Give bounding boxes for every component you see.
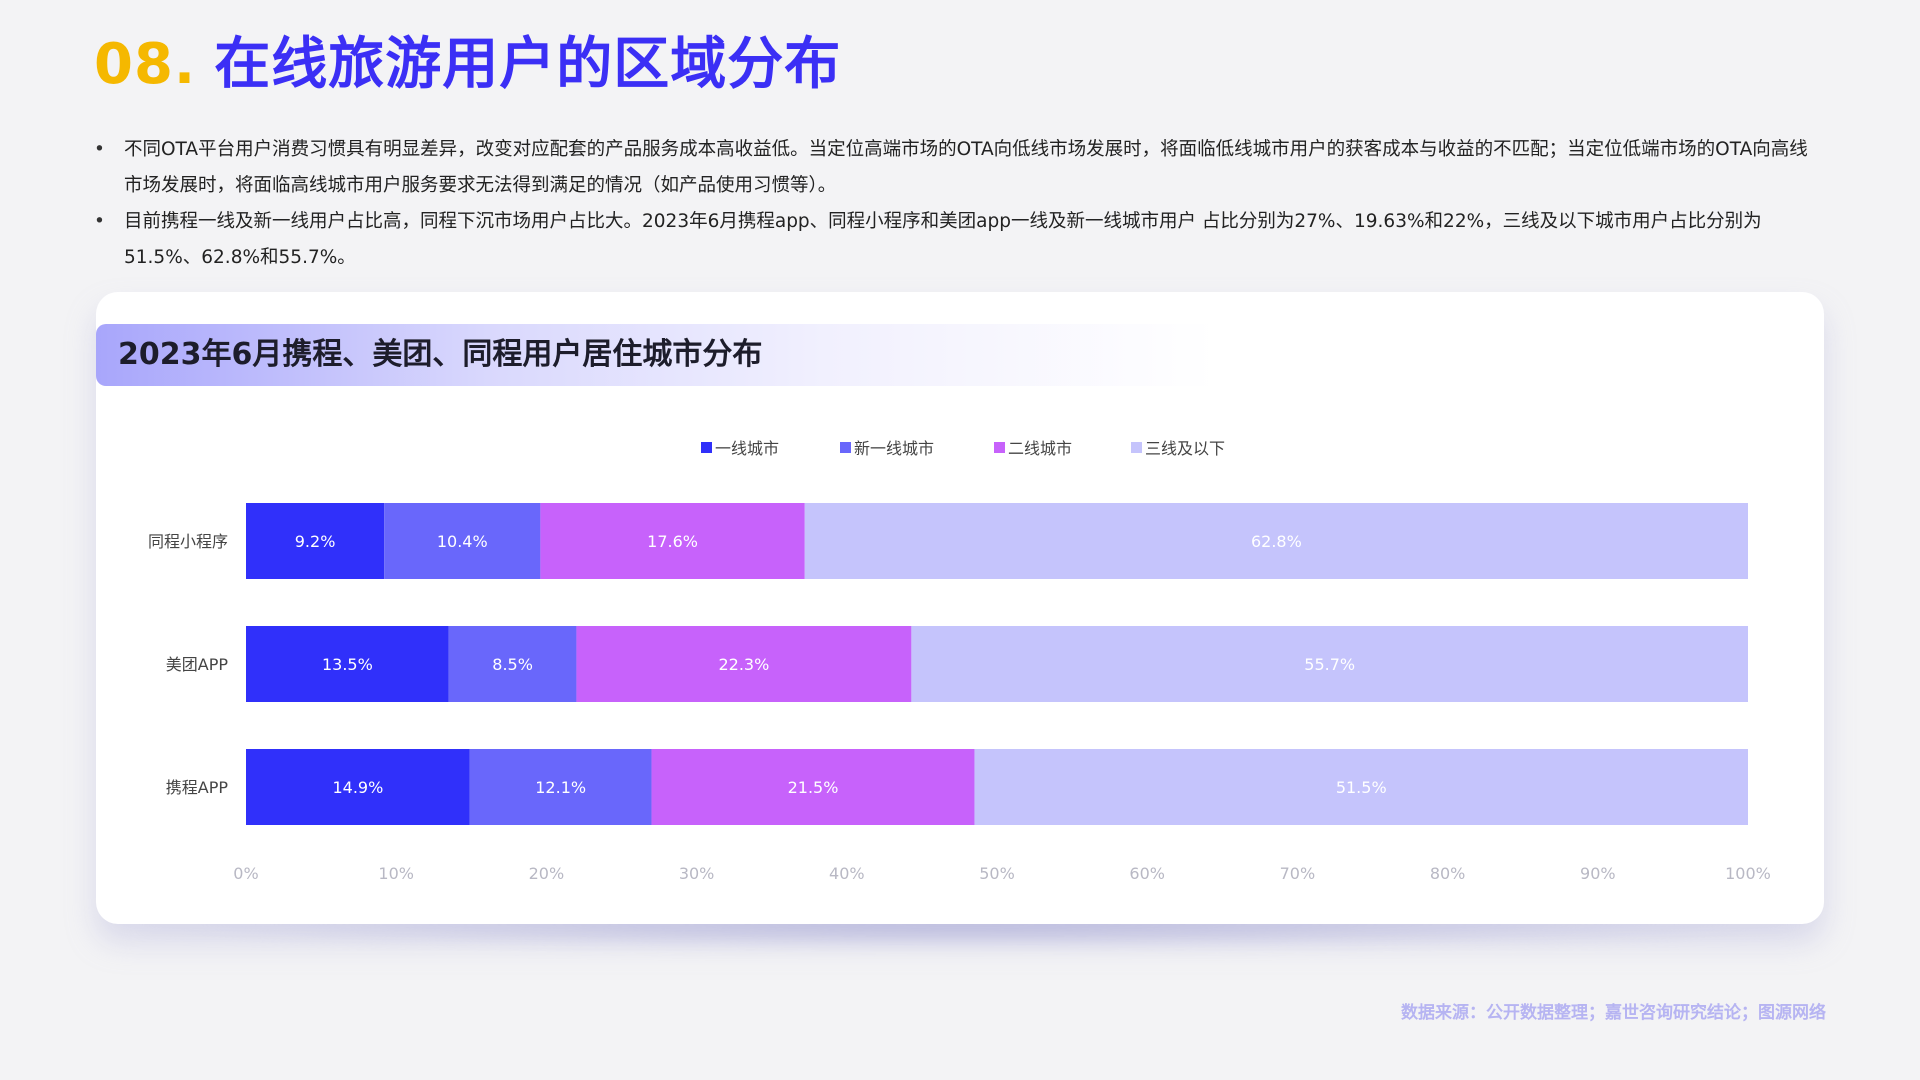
x-tick-label: 0%	[233, 864, 258, 883]
page-header: 08. 在线旅游用户的区域分布	[94, 30, 841, 100]
chart-card: 2023年6月携程、美团、同程用户居住城市分布 一线城市 新一线城市 二线城市 …	[96, 292, 1824, 924]
x-tick-label: 60%	[1129, 864, 1165, 883]
x-tick-label: 70%	[1280, 864, 1316, 883]
stacked-bar-chart: 同程小程序 9.2% 10.4% 17.6% 62.8% 美团APP 13.5% 8.5% 22…	[148, 503, 1771, 883]
bar-segment-tier2	[540, 503, 805, 579]
bar-segment-tier3-below	[911, 626, 1748, 702]
legend-label: 三线及以下	[1145, 439, 1226, 458]
legend-swatch	[994, 441, 1005, 453]
data-label: 22.3%	[718, 655, 769, 674]
x-tick-label: 40%	[829, 864, 865, 883]
bar-segment-tier1	[246, 503, 385, 579]
legend-label: 一线城市	[715, 439, 780, 458]
category-label: 同程小程序	[148, 532, 228, 551]
chart-legend: 一线城市 新一线城市 二线城市 三线及以下	[96, 435, 1824, 459]
legend-item-new-tier1: 新一线城市	[840, 435, 934, 459]
chart-title: 2023年6月携程、美团、同程用户居住城市分布	[118, 337, 763, 372]
x-tick-label: 90%	[1580, 864, 1616, 883]
data-source-note: 数据来源：公开数据整理；嘉世咨询研究结论；图源网络	[1401, 1003, 1826, 1023]
legend-label: 新一线城市	[854, 439, 935, 458]
data-label: 14.9%	[332, 778, 383, 797]
bar-segment-tier2	[576, 626, 912, 702]
section-number: 08.	[94, 32, 197, 97]
x-tick-label: 80%	[1430, 864, 1466, 883]
bar-segment-tier1	[246, 749, 470, 825]
legend-item-tier1: 一线城市	[701, 435, 779, 459]
bar-segment-tier1	[246, 626, 449, 702]
category-label: 携程APP	[166, 778, 229, 797]
data-label: 55.7%	[1304, 655, 1355, 674]
legend-item-tier3-below: 三线及以下	[1131, 435, 1225, 459]
data-label: 9.2%	[295, 532, 336, 551]
x-tick-label: 100%	[1725, 864, 1771, 883]
bar-segment-tier3-below	[974, 749, 1748, 825]
chart-title-band: 2023年6月携程、美团、同程用户居住城市分布	[96, 324, 1216, 386]
legend-item-tier2: 二线城市	[994, 435, 1072, 459]
bullet-item: 不同OTA平台用户消费习惯具有明显差异，改变对应配套的产品服务成本高收益低。当定…	[94, 132, 1824, 204]
legend-swatch	[701, 441, 712, 453]
summary-bullets: 不同OTA平台用户消费习惯具有明显差异，改变对应配套的产品服务成本高收益低。当定…	[94, 132, 1824, 276]
page-title: 在线旅游用户的区域分布	[214, 32, 842, 97]
x-tick-label: 50%	[979, 864, 1015, 883]
x-tick-label: 30%	[679, 864, 715, 883]
bullet-item: 目前携程一线及新一线用户占比高，同程下沉市场用户占比大。2023年6月携程app…	[94, 204, 1824, 276]
bar-segment-new-tier1	[384, 503, 541, 579]
data-label: 13.5%	[322, 655, 373, 674]
x-tick-label: 20%	[529, 864, 565, 883]
legend-label: 二线城市	[1008, 439, 1073, 458]
x-tick-label: 10%	[378, 864, 414, 883]
data-label: 12.1%	[535, 778, 586, 797]
bar-segment-new-tier1	[448, 626, 577, 702]
bar-segment-tier3-below	[804, 503, 1748, 579]
bar-segment-tier2	[651, 749, 975, 825]
data-label: 17.6%	[647, 532, 698, 551]
bar-segment-new-tier1	[469, 749, 652, 825]
data-label: 21.5%	[788, 778, 839, 797]
data-label: 51.5%	[1336, 778, 1387, 797]
legend-swatch	[840, 441, 851, 453]
data-label: 8.5%	[492, 655, 533, 674]
data-label: 10.4%	[437, 532, 488, 551]
data-label: 62.8%	[1251, 532, 1302, 551]
category-label: 美团APP	[166, 655, 229, 674]
legend-swatch	[1131, 441, 1142, 453]
